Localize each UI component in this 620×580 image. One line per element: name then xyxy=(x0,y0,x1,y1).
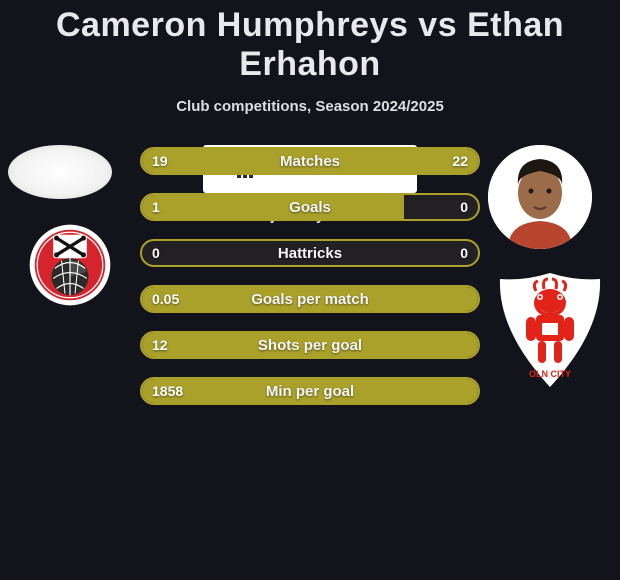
stat-row: 1922Matches xyxy=(140,147,480,175)
stat-label: Goals xyxy=(142,195,478,219)
page-title: Cameron Humphreys vs Ethan Erhahon xyxy=(0,0,620,84)
stat-bars: 1922Matches 10Goals 00Hattricks 0.05Goals p… xyxy=(140,147,480,423)
stat-label: Hattricks xyxy=(142,241,478,265)
stat-row: 12Shots per goal xyxy=(140,331,480,359)
stat-label: Goals per match xyxy=(142,287,478,311)
club-right-badge: OLN CITY xyxy=(496,271,604,389)
stat-row: 10Goals xyxy=(140,193,480,221)
stat-label: Shots per goal xyxy=(142,333,478,357)
stat-label: Matches xyxy=(142,149,478,173)
stat-label: Min per goal xyxy=(142,379,478,403)
svg-text:OLN CITY: OLN CITY xyxy=(529,369,571,379)
page-subtitle: Club competitions, Season 2024/2025 xyxy=(0,98,620,115)
player-right-photo xyxy=(488,145,592,249)
club-left-badge xyxy=(28,223,112,307)
stat-row: 00Hattricks xyxy=(140,239,480,267)
stat-row: 0.05Goals per match xyxy=(140,285,480,313)
player-left-photo xyxy=(8,145,112,199)
stat-row: 1858Min per goal xyxy=(140,377,480,405)
